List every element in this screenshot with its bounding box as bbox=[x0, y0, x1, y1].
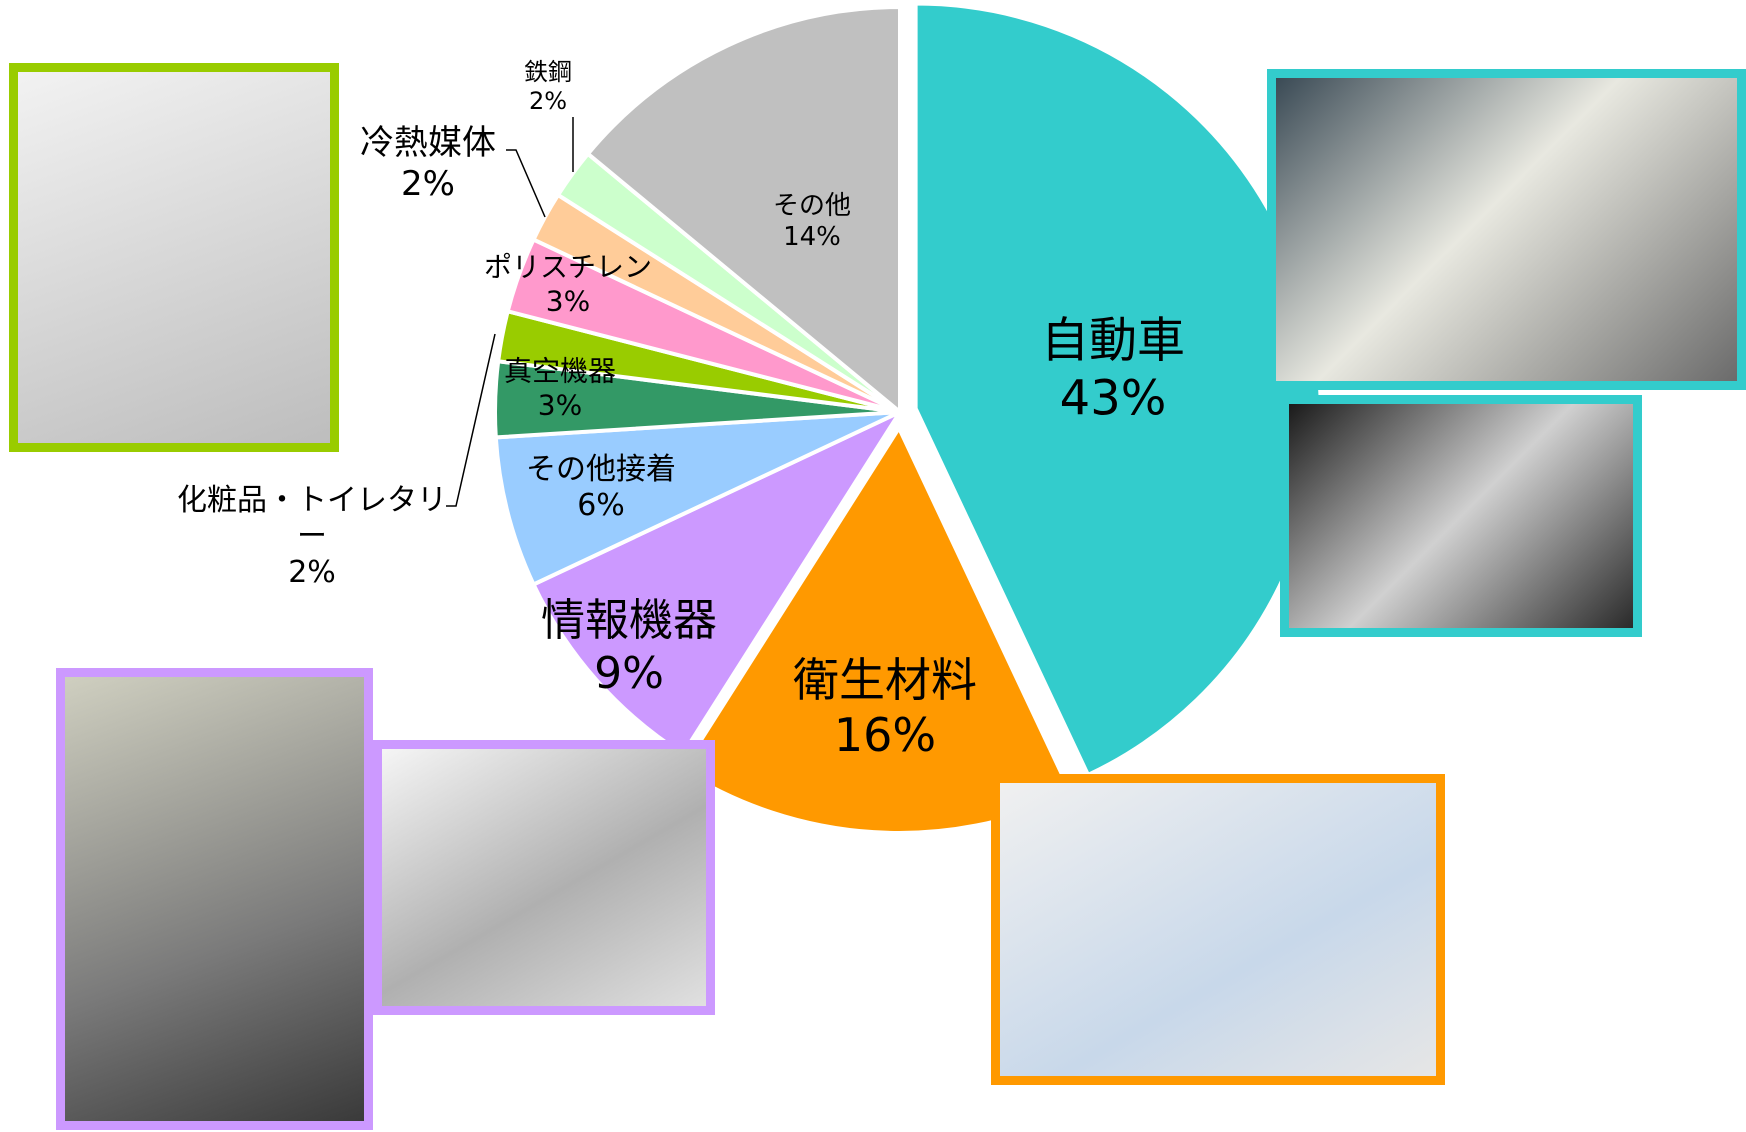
photo-frame bbox=[991, 774, 1445, 1085]
category-label: 自動車 bbox=[1040, 312, 1185, 369]
value-label: 43% bbox=[1059, 370, 1167, 426]
photo-frame bbox=[373, 740, 715, 1015]
category-label: 化粧品・トイレタリー bbox=[177, 483, 447, 554]
category-label: 鉄鋼 bbox=[524, 58, 572, 87]
slice-label: その他接着 6% bbox=[501, 452, 701, 524]
value-label: 14% bbox=[783, 222, 841, 252]
photo-frame bbox=[9, 63, 339, 452]
category-label: その他接着 bbox=[526, 452, 676, 487]
slice-label: 情報機器 9% bbox=[499, 595, 759, 701]
category-label: 真空機器 bbox=[503, 354, 616, 388]
value-label: 3% bbox=[537, 388, 583, 421]
slice-label: 化粧品・トイレタリー 2% bbox=[172, 483, 452, 591]
leader-line bbox=[446, 333, 496, 507]
slice-label: 真空機器 3% bbox=[480, 354, 640, 421]
leader-lines bbox=[446, 117, 574, 507]
value-label: 2% bbox=[288, 555, 336, 590]
slice-label: 自動車 43% bbox=[963, 312, 1263, 427]
category-label: その他 bbox=[772, 190, 851, 221]
pie-slice bbox=[493, 410, 901, 588]
slice-label: ポリスチレン 3% bbox=[478, 250, 658, 317]
leader-line bbox=[506, 149, 546, 218]
photo-frame bbox=[1267, 69, 1746, 390]
value-label: 2% bbox=[401, 164, 455, 204]
slices bbox=[493, 1, 1323, 835]
category-label: 冷熱媒体 bbox=[360, 123, 496, 164]
value-label: 2% bbox=[528, 87, 568, 115]
value-label: 3% bbox=[545, 284, 591, 317]
value-label: 16% bbox=[833, 708, 937, 762]
pie-slice bbox=[585, 4, 902, 417]
slice-label: 冷熱媒体 2% bbox=[328, 123, 528, 205]
category-label: 衛生材料 bbox=[793, 652, 977, 707]
slice-label: 衛生材料 16% bbox=[735, 653, 1035, 763]
category-label: 情報機器 bbox=[541, 595, 717, 647]
value-label: 6% bbox=[577, 488, 625, 523]
slice-label: 鉄鋼 2% bbox=[498, 58, 598, 116]
value-label: 9% bbox=[594, 648, 664, 699]
category-label: ポリスチレン bbox=[483, 250, 652, 284]
slice-label: その他 14% bbox=[752, 191, 872, 253]
photo-frame bbox=[56, 668, 373, 1130]
photo-frame bbox=[1280, 395, 1642, 637]
